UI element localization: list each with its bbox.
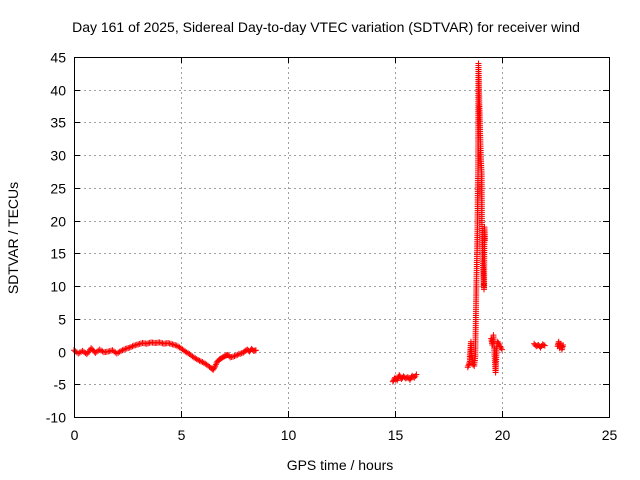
y-tick-label: 40	[50, 83, 66, 99]
y-tick-label: 25	[50, 181, 66, 197]
y-tick-label: 35	[50, 115, 66, 131]
x-axis-title: GPS time / hours	[287, 457, 394, 473]
data-point	[195, 357, 202, 364]
chart-title: Day 161 of 2025, Sidereal Day-to-day VTE…	[72, 19, 580, 35]
x-tick-label: 5	[178, 427, 186, 443]
data-point	[210, 365, 217, 372]
x-tick-label: 20	[495, 427, 511, 443]
data-point	[211, 364, 218, 371]
x-tick-label: 25	[602, 427, 618, 443]
y-tick-label: -10	[46, 410, 66, 426]
data-point	[252, 347, 259, 354]
y-tick-label: 0	[58, 345, 66, 361]
data-point	[481, 237, 488, 244]
grid	[74, 57, 609, 417]
x-tick-label: 10	[281, 427, 297, 443]
data-point	[120, 346, 127, 353]
data-point	[464, 364, 471, 371]
axis-ticks: 0 5 10 15 20 25 -10 -5 0 5 10 15 20 25 30 35 40 45	[46, 50, 618, 444]
plot-frame	[74, 57, 610, 418]
data-point	[396, 372, 403, 379]
data-point	[118, 347, 125, 354]
x-tick-label: 0	[71, 427, 79, 443]
data-point	[210, 366, 217, 373]
data-point	[234, 351, 241, 358]
y-tick-label: 20	[50, 214, 66, 230]
y-tick-label: 30	[50, 148, 66, 164]
data-point	[129, 343, 136, 350]
x-tick-label: 15	[388, 427, 404, 443]
data-point	[499, 346, 505, 353]
data-point	[231, 353, 238, 360]
y-tick-label: 5	[58, 312, 66, 328]
y-tick-label: 45	[50, 50, 66, 66]
data-point	[232, 352, 239, 359]
y-axis-title: SDTVAR / TECUs	[5, 182, 21, 294]
data-point	[465, 362, 472, 369]
y-tick-label: 15	[50, 246, 66, 262]
y-tick-label: -5	[54, 377, 67, 393]
data-point	[406, 376, 413, 383]
data-point	[128, 343, 135, 350]
data-point	[126, 344, 133, 351]
data-point	[541, 342, 548, 349]
data-points	[71, 60, 566, 385]
y-tick-label: 10	[50, 279, 66, 295]
data-point	[196, 357, 203, 364]
data-point	[540, 342, 547, 348]
data-point	[119, 347, 126, 354]
data-point	[389, 378, 396, 385]
data-point	[413, 371, 420, 378]
data-point	[559, 342, 566, 348]
